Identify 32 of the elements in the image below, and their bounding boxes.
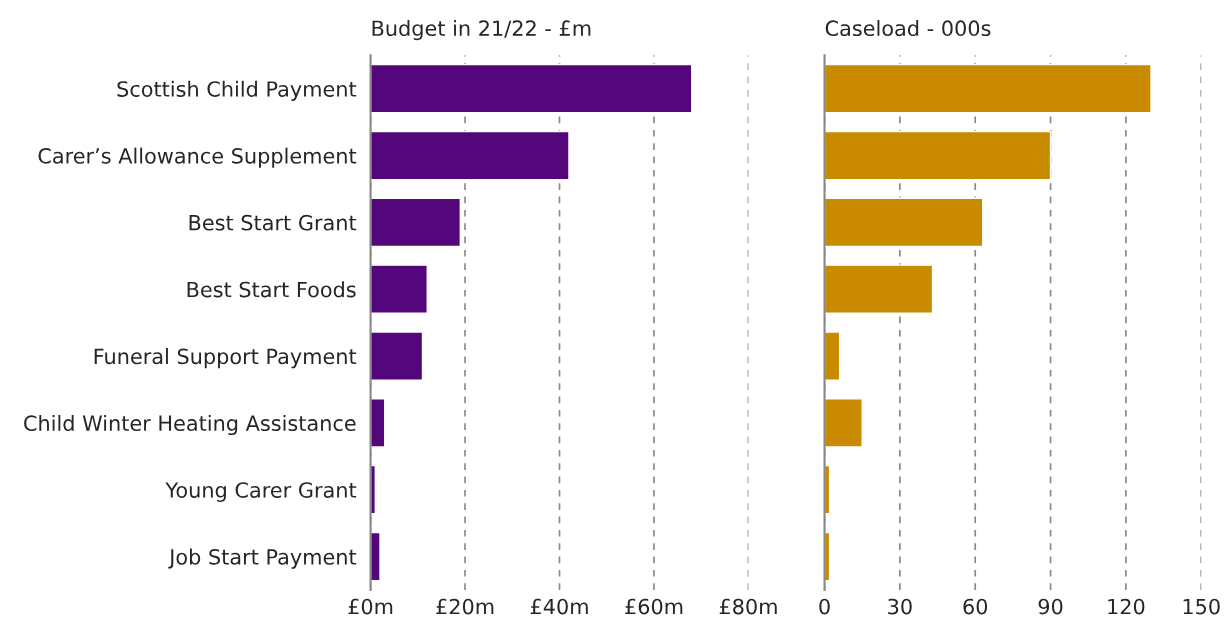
- x-tick-label: 90: [1038, 598, 1063, 615]
- y-tick-label: Child Winter Heating Assistance: [24, 414, 356, 436]
- x-tick-label: 0: [819, 598, 830, 615]
- x-tick-label: 60: [963, 598, 988, 615]
- bar: [370, 264, 428, 314]
- y-tick-label: Job Start Payment: [168, 548, 357, 569]
- x-tick-label: 150: [1183, 598, 1220, 615]
- y-tick-label: Best Start Foods: [187, 281, 356, 298]
- bar: [370, 63, 693, 114]
- y-tick-label: Carer’s Allowance Supplement: [38, 147, 357, 168]
- x-tick-label: £80m: [719, 598, 777, 615]
- x-tick-label: £20m: [436, 598, 494, 615]
- y-tick-label: Funeral Support Payment: [94, 348, 357, 369]
- x-tick-label: 30: [888, 598, 912, 615]
- y-tick-label: Best Start Grant: [189, 214, 357, 231]
- bar: [824, 398, 863, 448]
- bar: [370, 130, 570, 181]
- bar: [824, 63, 1152, 114]
- x-tick-label: £60m: [625, 598, 683, 615]
- x-tick-label: £0m: [348, 598, 393, 615]
- bar: [824, 331, 841, 381]
- chart-title: Budget in 21/22 - £m: [372, 19, 591, 41]
- bar: [824, 264, 934, 314]
- chart-title: Caseload - 000s: [825, 19, 991, 37]
- bar: [370, 197, 462, 248]
- x-tick-label: 120: [1108, 598, 1145, 615]
- y-tick-label: Scottish Child Payment: [117, 80, 357, 101]
- bar: [824, 197, 984, 248]
- y-tick-label: Young Carer Grant: [165, 482, 357, 502]
- x-tick-label: £40m: [530, 598, 588, 615]
- bar: [370, 331, 424, 381]
- bar: [824, 130, 1052, 181]
